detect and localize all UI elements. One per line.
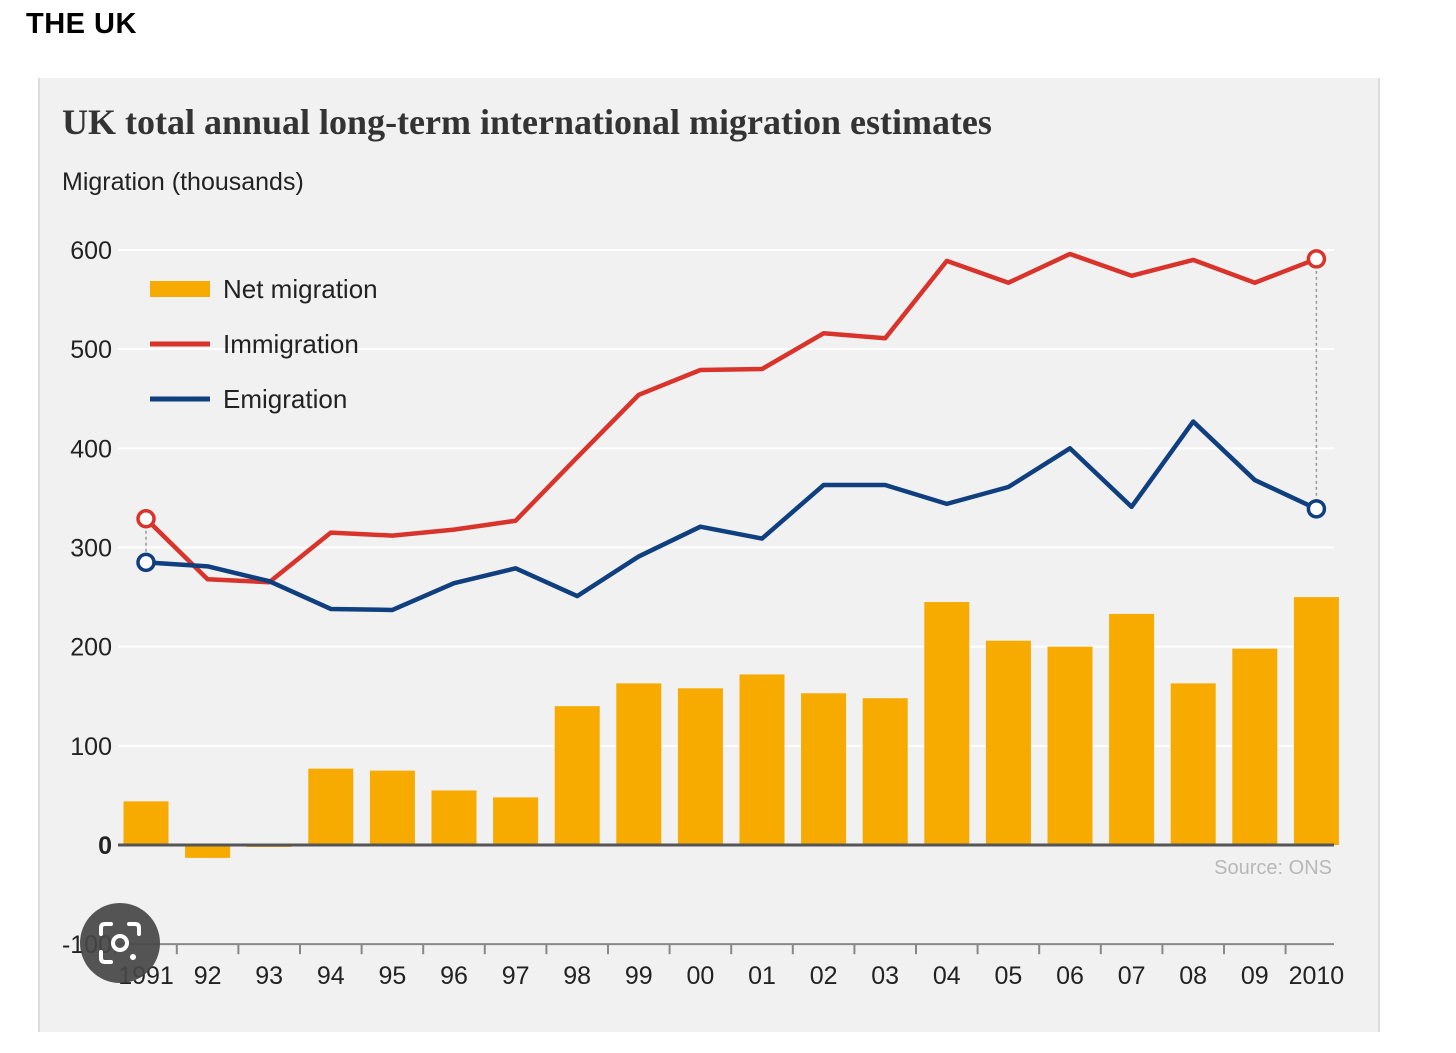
chart-title: UK total annual long-term international … (62, 102, 992, 142)
legend: Net migration Immigration Emigration (150, 274, 378, 414)
chart-card: UK total annual long-term international … (38, 78, 1380, 1032)
x-tick-label: 96 (440, 962, 468, 990)
x-tick-label: 07 (1118, 962, 1146, 990)
bar-net-migration (985, 640, 1031, 845)
bar-net-migration (1109, 613, 1155, 845)
bar-net-migration (1047, 646, 1093, 845)
bar-net-migration (1293, 597, 1339, 845)
x-tick-label: 08 (1179, 962, 1207, 990)
bar-net-migration (185, 845, 231, 858)
legend-label: Immigration (223, 329, 359, 359)
page-heading: THE UK (26, 8, 137, 40)
bar-net-migration (1232, 648, 1278, 845)
x-tick-label: 99 (625, 962, 653, 990)
migration-chart: UK total annual long-term international … (62, 102, 1344, 990)
x-tick-label: 03 (871, 962, 899, 990)
source-label: Source: ONS (1214, 857, 1332, 879)
legend-swatch-bar (150, 281, 210, 297)
x-tick-label: 06 (1056, 962, 1084, 990)
endpoint-immigration (136, 508, 156, 529)
bar-net-migration (369, 770, 415, 845)
x-tick-label: 04 (933, 962, 961, 990)
y-tick-label: 600 (70, 237, 112, 265)
y-tick-label: 200 (70, 634, 112, 662)
bar-net-migration (801, 693, 847, 845)
bar-net-migration (1170, 683, 1216, 845)
x-tick-label: 05 (994, 962, 1022, 990)
x-tick-label: 92 (194, 962, 222, 990)
bar-net-migration (123, 801, 169, 845)
bar-net-migration (924, 602, 970, 845)
endpoint-immigration (1306, 249, 1327, 269)
y-axis-label: Migration (thousands) (62, 168, 304, 196)
bar-net-migration (431, 790, 477, 845)
endpoint-emigration (1306, 499, 1327, 519)
y-tick-label: 0 (98, 832, 112, 860)
x-tick-label: 09 (1241, 962, 1269, 990)
x-tick-label: 94 (317, 962, 345, 990)
y-tick-label: 100 (70, 733, 112, 761)
x-tick-label: 97 (502, 962, 530, 990)
bar-net-migration (308, 768, 354, 845)
x-tick-label: 95 (378, 962, 406, 990)
lens-search-icon[interactable] (80, 903, 160, 983)
x-tick-label: 00 (686, 962, 714, 990)
legend-label: Net migration (223, 274, 378, 304)
x-tick-label: 2010 (1289, 962, 1345, 990)
grid-layer (118, 249, 1334, 747)
bar-net-migration (554, 706, 600, 845)
x-tick-label: 01 (748, 962, 776, 990)
endpoint-emigration (136, 552, 156, 573)
line-emigration (143, 419, 1319, 613)
x-tick-label: 98 (563, 962, 591, 990)
line-layer (136, 249, 1327, 613)
line-immigration (143, 251, 1319, 585)
lens-glyph (99, 922, 141, 964)
y-tick-label: 400 (70, 435, 112, 463)
bar-net-migration (616, 683, 662, 845)
bar-net-migration (862, 698, 908, 845)
bar-net-migration (493, 797, 539, 845)
x-tick-label: 93 (255, 962, 283, 990)
y-tick-label: 500 (70, 336, 112, 364)
axis-layer: 6005004003002001000-10019919293949596979… (62, 237, 1344, 990)
y-tick-label: 300 (70, 535, 112, 563)
x-tick-label: 02 (810, 962, 838, 990)
legend-label: Emigration (223, 384, 347, 414)
bar-layer (123, 597, 1339, 858)
bar-net-migration (677, 688, 723, 845)
bar-net-migration (739, 674, 785, 845)
